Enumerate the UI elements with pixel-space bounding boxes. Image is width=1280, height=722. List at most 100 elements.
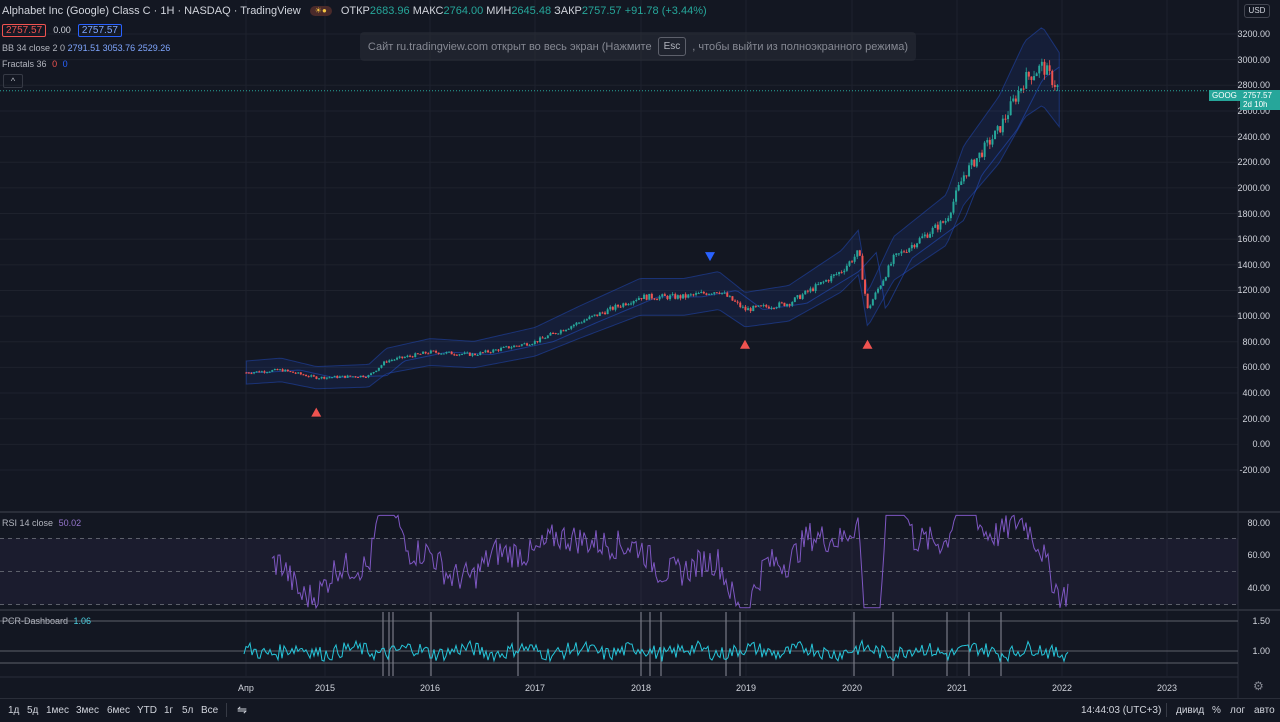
timeframe-1y[interactable]: 1г bbox=[164, 705, 174, 716]
candle bbox=[409, 355, 412, 357]
candle bbox=[422, 351, 425, 354]
candle bbox=[700, 291, 703, 294]
rsi-legend[interactable]: RSI 14 close 50.02 bbox=[2, 518, 81, 528]
candle bbox=[635, 299, 638, 302]
candle bbox=[879, 285, 882, 289]
candle bbox=[336, 375, 339, 378]
rsi-tick-80: 80.00 bbox=[1247, 518, 1270, 528]
percent-toggle[interactable]: % bbox=[1212, 705, 1221, 716]
candle bbox=[1001, 118, 1004, 133]
sell-button[interactable]: 2757.57 bbox=[2, 24, 47, 37]
candle bbox=[1022, 88, 1025, 90]
timeframe-all[interactable]: Все bbox=[201, 705, 219, 716]
candle bbox=[445, 352, 448, 354]
candle bbox=[437, 352, 440, 355]
candle bbox=[869, 305, 872, 309]
candle bbox=[302, 374, 305, 376]
candle bbox=[762, 305, 765, 307]
candle bbox=[840, 272, 843, 274]
candle bbox=[671, 294, 674, 296]
candle bbox=[1048, 65, 1051, 71]
candle bbox=[856, 250, 859, 257]
gear-icon[interactable]: ⚙ bbox=[1253, 679, 1264, 693]
candle bbox=[726, 292, 729, 297]
candle bbox=[468, 352, 471, 356]
candle bbox=[944, 221, 947, 223]
candle bbox=[390, 359, 393, 361]
candle bbox=[294, 372, 297, 374]
candle bbox=[770, 307, 773, 309]
currency-select[interactable]: USD bbox=[1244, 4, 1270, 18]
buy-button[interactable]: 2757.57 bbox=[77, 24, 122, 37]
candle bbox=[929, 233, 932, 238]
dividend-toggle[interactable]: дивид bbox=[1176, 705, 1205, 716]
candle bbox=[702, 291, 705, 294]
candle bbox=[461, 353, 464, 355]
candle bbox=[518, 345, 521, 347]
candle bbox=[432, 350, 435, 352]
candle bbox=[939, 221, 942, 230]
timeframe-5y[interactable]: 5л bbox=[182, 705, 194, 716]
timeframe-5d[interactable]: 5д bbox=[27, 705, 39, 716]
log-toggle[interactable]: лог bbox=[1230, 705, 1246, 716]
candle bbox=[557, 333, 560, 335]
candle bbox=[775, 307, 778, 309]
clock-time[interactable]: 14:44:03 (UTC+3) bbox=[1081, 705, 1162, 716]
candle bbox=[393, 359, 396, 361]
timeframe-ytd[interactable]: YTD bbox=[137, 705, 157, 716]
candle bbox=[747, 308, 750, 311]
timeframe-1m[interactable]: 1мес bbox=[46, 705, 69, 716]
timeframe-1d[interactable]: 1д bbox=[8, 705, 20, 716]
candle bbox=[765, 305, 768, 307]
candle bbox=[247, 372, 250, 374]
candle bbox=[783, 302, 786, 307]
symbol-title[interactable]: Alphabet Inc (Google) Class C · 1H · NAS… bbox=[2, 5, 301, 17]
candle bbox=[692, 294, 695, 296]
candle bbox=[396, 357, 399, 360]
candle bbox=[851, 261, 854, 263]
fullscreen-notice: Сайт ru.tradingview.com открыт во весь э… bbox=[360, 32, 916, 61]
auto-scale-toggle[interactable]: авто bbox=[1254, 705, 1275, 716]
candle bbox=[968, 165, 971, 177]
candle bbox=[315, 376, 318, 379]
fullscreen-notice-text: Сайт ru.tradingview.com открыт во весь э… bbox=[367, 40, 652, 53]
bb-legend[interactable]: BB 34 close 2 0 2791.51 3053.76 2529.26 bbox=[2, 43, 170, 53]
candle bbox=[305, 374, 308, 377]
price-tick-label: 1200.00 bbox=[1237, 285, 1270, 296]
timeframe-3m[interactable]: 3мес bbox=[76, 705, 99, 716]
candle bbox=[760, 305, 763, 307]
last-price-badge: 2757.57 2d 10h bbox=[1240, 90, 1280, 110]
candle bbox=[583, 320, 586, 323]
candle bbox=[406, 355, 409, 357]
candle bbox=[484, 350, 487, 353]
candle bbox=[684, 294, 687, 298]
chevron-up-icon[interactable]: ^ bbox=[3, 74, 23, 88]
candle bbox=[268, 371, 271, 373]
candle bbox=[1012, 98, 1015, 102]
candle bbox=[900, 251, 903, 254]
currency-label: USD bbox=[1248, 6, 1266, 15]
candle bbox=[1051, 70, 1054, 86]
pcr-legend[interactable]: PCR-Dashboard 1.06 bbox=[2, 616, 91, 626]
candle bbox=[1004, 118, 1007, 120]
candle bbox=[991, 139, 994, 145]
ticker-label: GOOG bbox=[1212, 91, 1237, 100]
candle bbox=[658, 296, 661, 300]
timeframe-6m[interactable]: 6мес bbox=[107, 705, 130, 716]
candle bbox=[687, 294, 690, 298]
candle bbox=[619, 306, 622, 308]
candle bbox=[487, 350, 490, 353]
candle bbox=[973, 159, 976, 167]
candle bbox=[786, 304, 789, 307]
ohlc-low-value: 2645.48 bbox=[511, 5, 552, 17]
candle bbox=[1046, 65, 1049, 75]
price-tick-label: 2200.00 bbox=[1237, 157, 1270, 168]
candle bbox=[817, 284, 820, 286]
candle bbox=[559, 330, 562, 334]
candle bbox=[539, 337, 542, 343]
candle bbox=[310, 375, 313, 377]
candle bbox=[812, 288, 815, 291]
date-range-icon[interactable]: ⇋ bbox=[237, 703, 248, 717]
fractals-legend[interactable]: Fractals 36 0 0 bbox=[2, 59, 68, 69]
